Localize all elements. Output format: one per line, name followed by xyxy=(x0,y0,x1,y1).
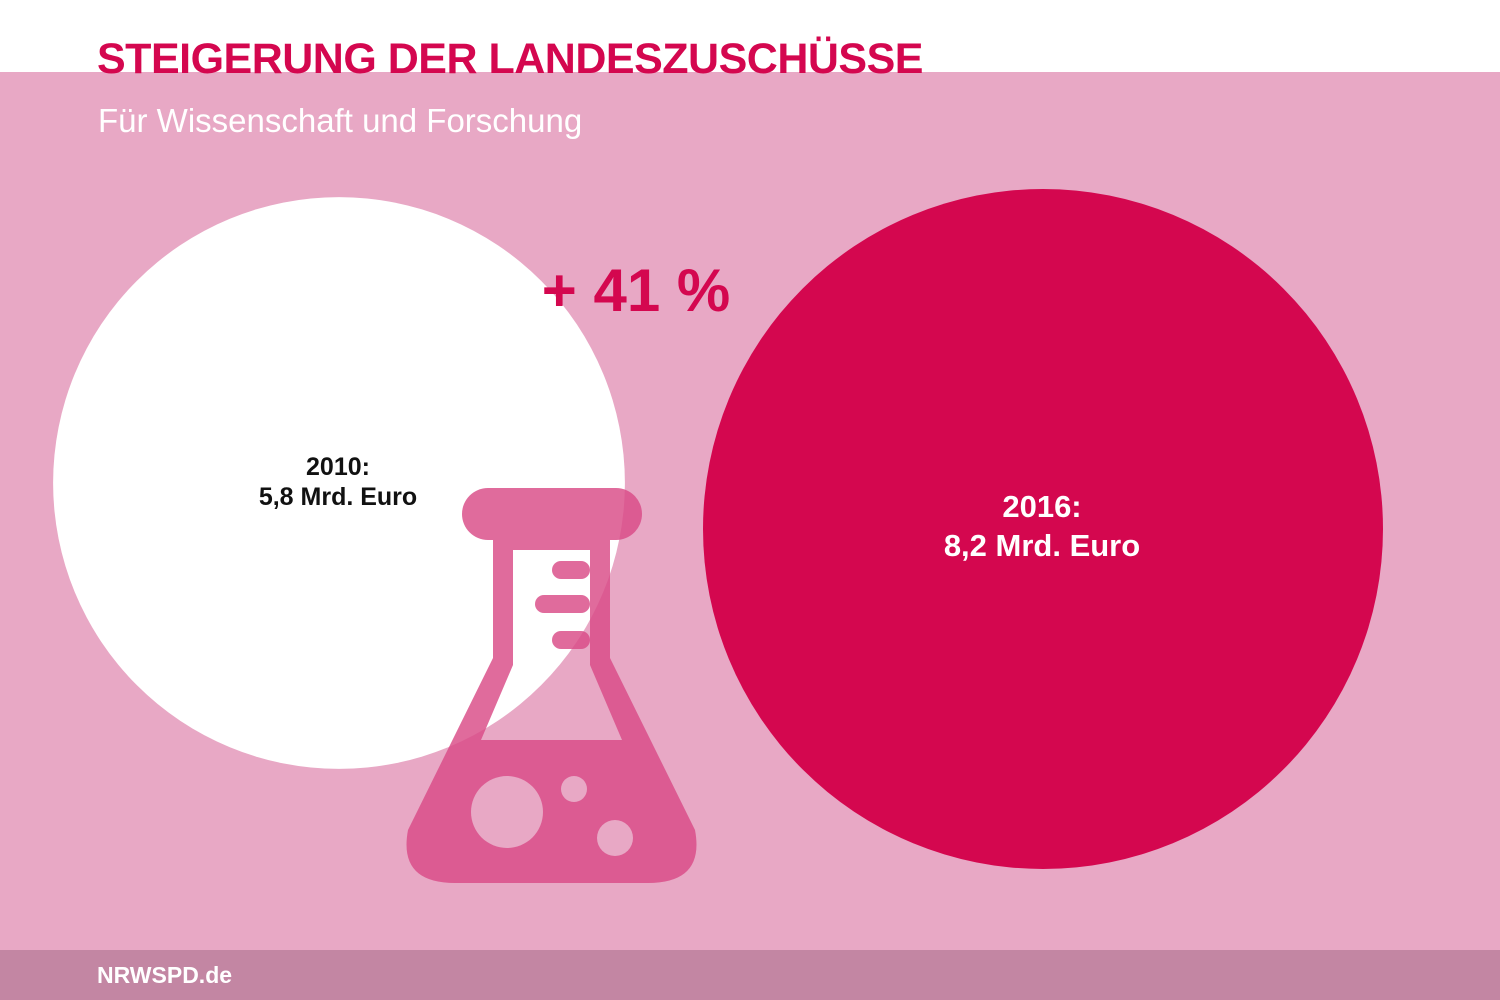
bubble-chart: 2010: 5,8 Mrd. Euro 2016: 8,2 Mrd. Euro … xyxy=(53,189,1383,883)
bubble-2010-year: 2010: xyxy=(306,453,370,481)
chart-subtitle: Für Wissenschaft und Forschung xyxy=(98,102,583,139)
footer-band: NRWSPD.de xyxy=(0,950,1500,1000)
chart-title: STEIGERUNG DER LANDESZUSCHÜSSE xyxy=(97,35,923,83)
footer-link[interactable]: NRWSPD.de xyxy=(97,962,233,988)
header-band xyxy=(0,0,1500,72)
change-label: + 41 % xyxy=(542,257,730,324)
bubble-2016 xyxy=(703,189,1383,869)
bubble-2010 xyxy=(53,197,625,769)
bubble-2010-value: 5,8 Mrd. Euro xyxy=(259,483,417,511)
bubble-2016-value: 8,2 Mrd. Euro xyxy=(944,528,1140,563)
flask-icon xyxy=(406,488,697,883)
bubble-2016-year: 2016: xyxy=(1002,489,1081,524)
